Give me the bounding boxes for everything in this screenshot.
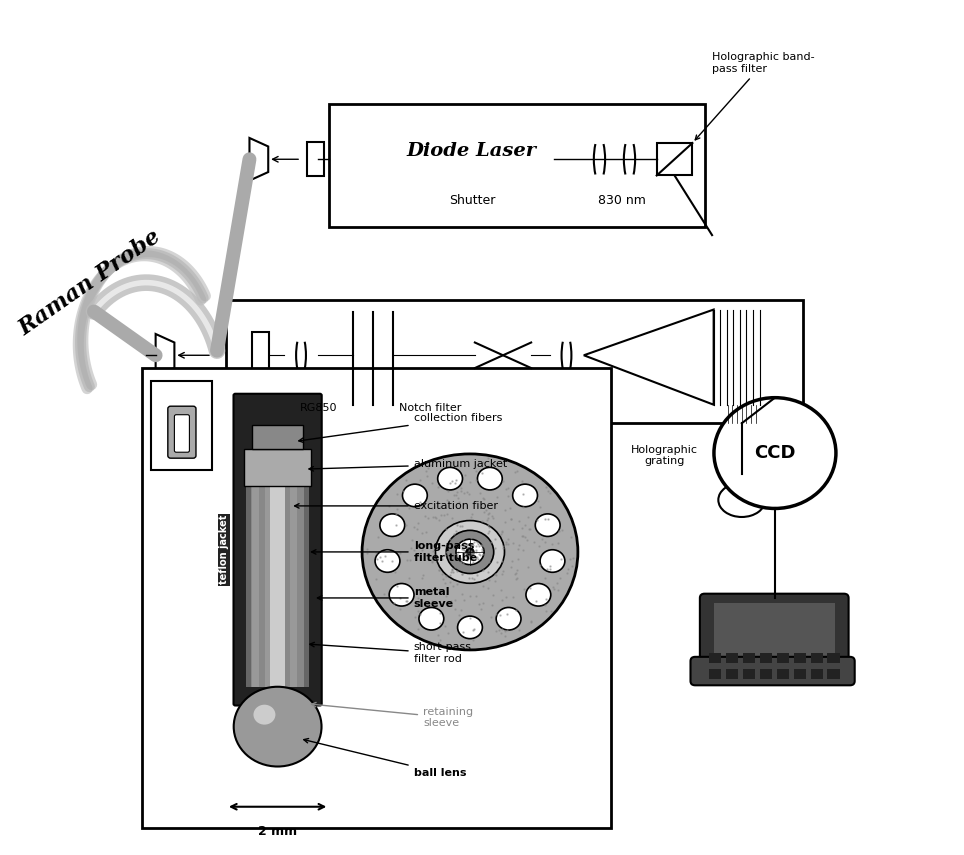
Text: long-pass
filter tube: long-pass filter tube bbox=[311, 541, 477, 563]
Circle shape bbox=[389, 583, 414, 606]
Text: metal
sleeve: metal sleeve bbox=[317, 587, 454, 609]
Circle shape bbox=[540, 550, 565, 572]
Text: Notch filter: Notch filter bbox=[399, 404, 462, 414]
Circle shape bbox=[446, 530, 494, 574]
Bar bbox=[777, 653, 789, 663]
Text: ball lens: ball lens bbox=[304, 739, 467, 778]
Bar bbox=[743, 669, 755, 679]
FancyBboxPatch shape bbox=[168, 406, 196, 458]
Bar bbox=[252, 486, 304, 687]
Bar bbox=[793, 653, 806, 663]
Circle shape bbox=[375, 550, 400, 572]
Bar bbox=[142, 368, 611, 828]
Bar bbox=[827, 653, 840, 663]
Text: Raman Probe: Raman Probe bbox=[14, 226, 165, 339]
Circle shape bbox=[477, 468, 502, 490]
Circle shape bbox=[438, 468, 463, 490]
Text: short-pass
filter rod: short-pass filter rod bbox=[309, 642, 471, 664]
Bar bbox=[811, 653, 823, 663]
Bar bbox=[330, 103, 705, 227]
Text: excitation fiber: excitation fiber bbox=[295, 501, 497, 511]
Bar bbox=[811, 669, 823, 679]
Circle shape bbox=[535, 514, 560, 536]
Bar bbox=[710, 669, 721, 679]
Circle shape bbox=[233, 687, 322, 767]
Bar bbox=[793, 669, 806, 679]
Bar bbox=[760, 669, 772, 679]
Circle shape bbox=[362, 454, 577, 650]
Text: CCD: CCD bbox=[754, 444, 795, 462]
Bar bbox=[726, 669, 738, 679]
Text: aluminum jacket: aluminum jacket bbox=[309, 459, 507, 471]
Text: retaining
sleeve: retaining sleeve bbox=[311, 703, 473, 728]
Circle shape bbox=[496, 607, 521, 630]
Bar bbox=[714, 604, 835, 659]
Circle shape bbox=[419, 607, 443, 630]
Circle shape bbox=[436, 521, 504, 583]
Bar bbox=[244, 450, 311, 486]
Bar bbox=[265, 486, 272, 687]
Bar bbox=[226, 299, 803, 423]
Bar bbox=[246, 486, 309, 687]
Bar bbox=[290, 486, 297, 687]
Text: Holographic
grating: Holographic grating bbox=[631, 445, 698, 466]
Bar bbox=[656, 143, 692, 175]
Text: Diode Laser: Diode Laser bbox=[407, 142, 537, 160]
Bar bbox=[726, 653, 738, 663]
Text: RG850: RG850 bbox=[300, 404, 337, 414]
Text: 830 nm: 830 nm bbox=[598, 193, 646, 207]
Bar bbox=[307, 142, 324, 176]
Circle shape bbox=[254, 705, 276, 725]
Bar bbox=[253, 332, 269, 379]
Text: collection fibers: collection fibers bbox=[299, 414, 502, 442]
Circle shape bbox=[402, 484, 427, 507]
Circle shape bbox=[380, 514, 405, 536]
Circle shape bbox=[466, 548, 474, 556]
Bar bbox=[278, 486, 284, 687]
Bar bbox=[777, 669, 789, 679]
Bar bbox=[151, 380, 212, 470]
Circle shape bbox=[458, 616, 482, 639]
Text: Shutter: Shutter bbox=[448, 193, 495, 207]
Bar bbox=[253, 425, 303, 450]
Circle shape bbox=[526, 583, 550, 606]
Bar bbox=[253, 486, 259, 687]
Text: 2 mm: 2 mm bbox=[258, 825, 297, 839]
Circle shape bbox=[456, 540, 484, 564]
Circle shape bbox=[714, 398, 836, 509]
Bar bbox=[270, 486, 285, 687]
Bar bbox=[827, 669, 840, 679]
Bar bbox=[760, 653, 772, 663]
FancyBboxPatch shape bbox=[690, 657, 855, 686]
FancyBboxPatch shape bbox=[174, 415, 189, 452]
Text: Holographic band-
pass filter: Holographic band- pass filter bbox=[695, 52, 815, 140]
Bar bbox=[743, 653, 755, 663]
Circle shape bbox=[513, 484, 538, 507]
Text: teflon jacket: teflon jacket bbox=[219, 515, 229, 584]
Bar bbox=[710, 653, 721, 663]
FancyBboxPatch shape bbox=[233, 394, 322, 705]
FancyBboxPatch shape bbox=[700, 593, 848, 675]
